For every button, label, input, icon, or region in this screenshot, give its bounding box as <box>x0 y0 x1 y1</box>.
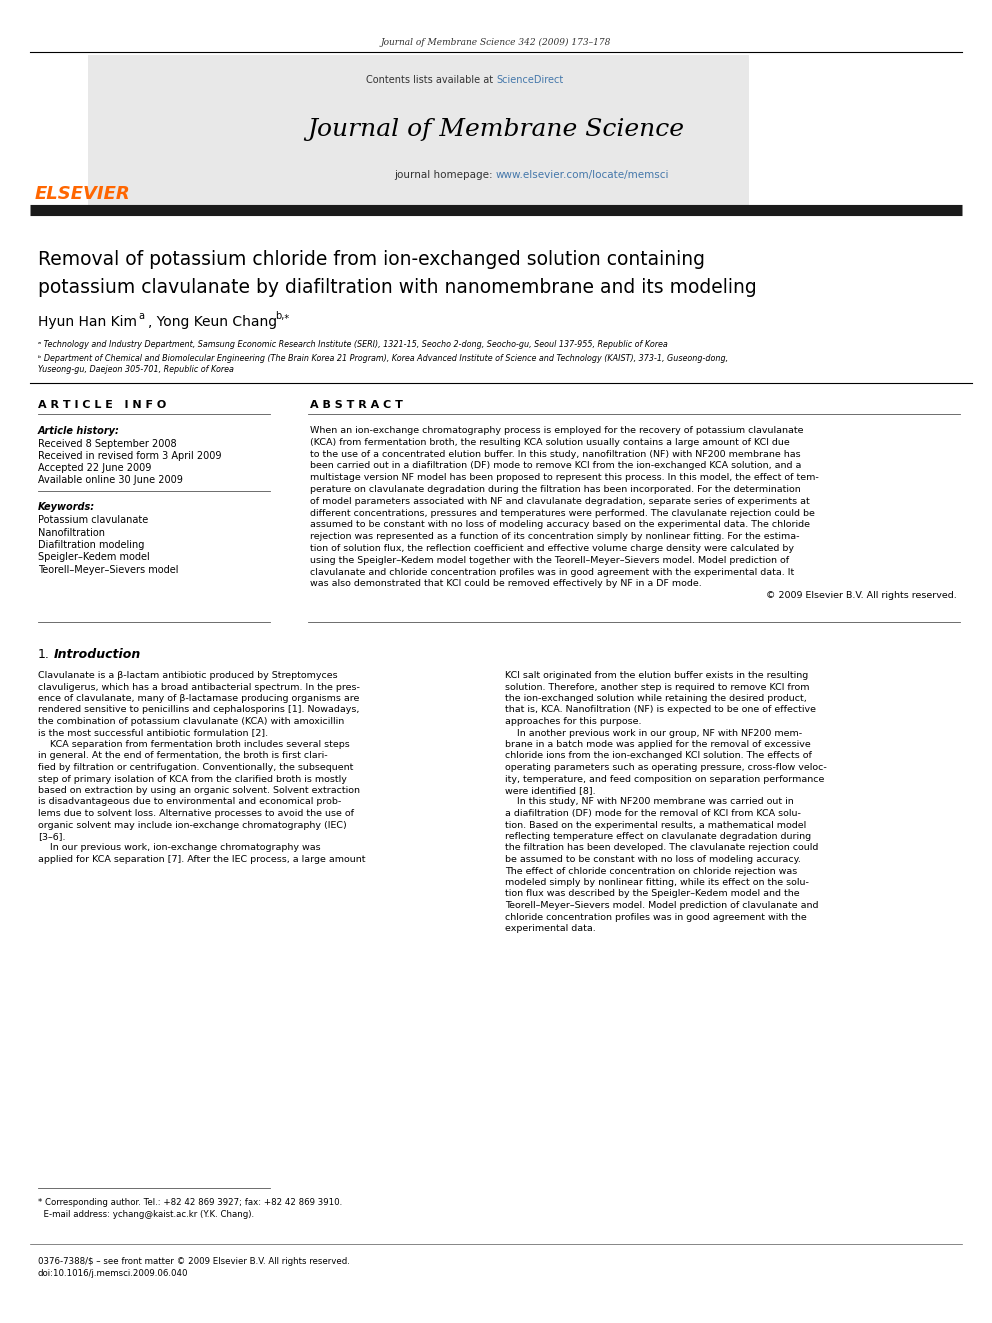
Text: Teorell–Meyer–Sievers model. Model prediction of clavulanate and: Teorell–Meyer–Sievers model. Model predi… <box>505 901 818 910</box>
Text: the combination of potassium clavulanate (KCA) with amoxicillin: the combination of potassium clavulanate… <box>38 717 344 726</box>
Text: the ion-exchanged solution while retaining the desired product,: the ion-exchanged solution while retaini… <box>505 695 806 703</box>
Text: ᵃ Technology and Industry Department, Samsung Economic Research Institute (SERI): ᵃ Technology and Industry Department, Sa… <box>38 340 668 349</box>
Text: © 2009 Elsevier B.V. All rights reserved.: © 2009 Elsevier B.V. All rights reserved… <box>766 591 957 601</box>
Text: ELSEVIER: ELSEVIER <box>35 185 131 202</box>
Text: solution. Therefore, another step is required to remove KCl from: solution. Therefore, another step is req… <box>505 683 809 692</box>
Text: E-mail address: ychang@kaist.ac.kr (Y.K. Chang).: E-mail address: ychang@kaist.ac.kr (Y.K.… <box>38 1211 254 1218</box>
Text: 0376-7388/$ – see front matter © 2009 Elsevier B.V. All rights reserved.: 0376-7388/$ – see front matter © 2009 El… <box>38 1257 350 1266</box>
Text: ity, temperature, and feed composition on separation performance: ity, temperature, and feed composition o… <box>505 774 824 783</box>
Text: In our previous work, ion-exchange chromatography was: In our previous work, ion-exchange chrom… <box>38 844 320 852</box>
Text: Clavulanate is a β-lactam antibiotic produced by Streptomyces: Clavulanate is a β-lactam antibiotic pro… <box>38 671 337 680</box>
Text: When an ion-exchange chromatography process is employed for the recovery of pota: When an ion-exchange chromatography proc… <box>310 426 804 435</box>
Text: Speigler–Kedem model: Speigler–Kedem model <box>38 553 150 562</box>
Text: a: a <box>138 311 144 321</box>
Text: to the use of a concentrated elution buffer. In this study, nanofiltration (NF) : to the use of a concentrated elution buf… <box>310 450 801 459</box>
Text: brane in a batch mode was applied for the removal of excessive: brane in a batch mode was applied for th… <box>505 740 810 749</box>
Text: approaches for this purpose.: approaches for this purpose. <box>505 717 642 726</box>
Text: fied by filtration or centrifugation. Conventionally, the subsequent: fied by filtration or centrifugation. Co… <box>38 763 353 773</box>
Text: assumed to be constant with no loss of modeling accuracy based on the experiment: assumed to be constant with no loss of m… <box>310 520 810 529</box>
Text: Article history:: Article history: <box>38 426 120 437</box>
Text: based on extraction by using an organic solvent. Solvent extraction: based on extraction by using an organic … <box>38 786 360 795</box>
Text: Nanofiltration: Nanofiltration <box>38 528 105 537</box>
Text: been carried out in a diafiltration (DF) mode to remove KCl from the ion-exchang: been carried out in a diafiltration (DF)… <box>310 462 802 471</box>
Text: www.elsevier.com/locate/memsci: www.elsevier.com/locate/memsci <box>496 169 670 180</box>
Text: potassium clavulanate by diafiltration with nanomembrane and its modeling: potassium clavulanate by diafiltration w… <box>38 278 757 296</box>
Text: in general. At the end of fermentation, the broth is first clari-: in general. At the end of fermentation, … <box>38 751 327 761</box>
Text: that is, KCA. Nanofiltration (NF) is expected to be one of effective: that is, KCA. Nanofiltration (NF) is exp… <box>505 705 816 714</box>
Text: applied for KCA separation [7]. After the IEC process, a large amount: applied for KCA separation [7]. After th… <box>38 855 365 864</box>
Text: a diafiltration (DF) mode for the removal of KCl from KCA solu-: a diafiltration (DF) mode for the remova… <box>505 808 801 818</box>
Text: is the most successful antibiotic formulation [2].: is the most successful antibiotic formul… <box>38 729 268 737</box>
Text: Contents lists available at: Contents lists available at <box>366 75 496 85</box>
Text: ence of clavulanate, many of β-lactamase producing organisms are: ence of clavulanate, many of β-lactamase… <box>38 695 359 703</box>
Text: ScienceDirect: ScienceDirect <box>496 75 563 85</box>
Text: Available online 30 June 2009: Available online 30 June 2009 <box>38 475 183 486</box>
Text: In this study, NF with NF200 membrane was carried out in: In this study, NF with NF200 membrane wa… <box>505 798 794 807</box>
Text: Diafiltration modeling: Diafiltration modeling <box>38 540 145 550</box>
Text: lems due to solvent loss. Alternative processes to avoid the use of: lems due to solvent loss. Alternative pr… <box>38 808 354 818</box>
Text: Removal of potassium chloride from ion-exchanged solution containing: Removal of potassium chloride from ion-e… <box>38 250 705 269</box>
Text: Potassium clavulanate: Potassium clavulanate <box>38 515 148 525</box>
Text: rendered sensitive to penicillins and cephalosporins [1]. Nowadays,: rendered sensitive to penicillins and ce… <box>38 705 359 714</box>
Text: be assumed to be constant with no loss of modeling accuracy.: be assumed to be constant with no loss o… <box>505 855 801 864</box>
Text: chloride concentration profiles was in good agreement with the: chloride concentration profiles was in g… <box>505 913 806 922</box>
Text: (KCA) from fermentation broth, the resulting KCA solution usually contains a lar: (KCA) from fermentation broth, the resul… <box>310 438 790 447</box>
Text: b,⁎: b,⁎ <box>275 311 289 321</box>
Text: were identified [8].: were identified [8]. <box>505 786 595 795</box>
Text: KCl salt originated from the elution buffer exists in the resulting: KCl salt originated from the elution buf… <box>505 671 808 680</box>
Text: clavuligerus, which has a broad antibacterial spectrum. In the pres-: clavuligerus, which has a broad antibact… <box>38 683 360 692</box>
Text: [3–6].: [3–6]. <box>38 832 65 841</box>
Text: 1.: 1. <box>38 648 50 662</box>
Text: different concentrations, pressures and temperatures were performed. The clavula: different concentrations, pressures and … <box>310 508 814 517</box>
Text: organic solvent may include ion-exchange chromatography (IEC): organic solvent may include ion-exchange… <box>38 820 347 830</box>
Text: Received in revised form 3 April 2009: Received in revised form 3 April 2009 <box>38 451 221 460</box>
Text: A R T I C L E   I N F O: A R T I C L E I N F O <box>38 400 167 410</box>
Text: Keywords:: Keywords: <box>38 501 95 512</box>
Text: modeled simply by nonlinear fitting, while its effect on the solu-: modeled simply by nonlinear fitting, whi… <box>505 878 808 886</box>
Text: reflecting temperature effect on clavulanate degradation during: reflecting temperature effect on clavula… <box>505 832 811 841</box>
Text: the filtration has been developed. The clavulanate rejection could: the filtration has been developed. The c… <box>505 844 818 852</box>
Text: * Corresponding author. Tel.: +82 42 869 3927; fax: +82 42 869 3910.: * Corresponding author. Tel.: +82 42 869… <box>38 1199 342 1207</box>
Text: Yuseong-gu, Daejeon 305-701, Republic of Korea: Yuseong-gu, Daejeon 305-701, Republic of… <box>38 365 234 374</box>
Text: tion of solution flux, the reflection coefficient and effective volume charge de: tion of solution flux, the reflection co… <box>310 544 794 553</box>
Text: tion. Based on the experimental results, a mathematical model: tion. Based on the experimental results,… <box>505 820 806 830</box>
Text: KCA separation from fermentation broth includes several steps: KCA separation from fermentation broth i… <box>38 740 350 749</box>
Text: experimental data.: experimental data. <box>505 923 596 933</box>
Text: of model parameters associated with NF and clavulanate degradation, separate ser: of model parameters associated with NF a… <box>310 497 809 505</box>
Text: using the Speigler–Kedem model together with the Teorell–Meyer–Sievers model. Mo: using the Speigler–Kedem model together … <box>310 556 789 565</box>
Text: Teorell–Meyer–Sievers model: Teorell–Meyer–Sievers model <box>38 565 179 576</box>
Text: tion flux was described by the Speigler–Kedem model and the: tion flux was described by the Speigler–… <box>505 889 800 898</box>
Text: operating parameters such as operating pressure, cross-flow veloc-: operating parameters such as operating p… <box>505 763 826 773</box>
Text: Hyun Han Kim: Hyun Han Kim <box>38 315 137 329</box>
Text: The effect of chloride concentration on chloride rejection was: The effect of chloride concentration on … <box>505 867 798 876</box>
Text: chloride ions from the ion-exchanged KCl solution. The effects of: chloride ions from the ion-exchanged KCl… <box>505 751 811 761</box>
Text: In another previous work in our group, NF with NF200 mem-: In another previous work in our group, N… <box>505 729 803 737</box>
Text: rejection was represented as a function of its concentration simply by nonlinear: rejection was represented as a function … <box>310 532 800 541</box>
Text: Accepted 22 June 2009: Accepted 22 June 2009 <box>38 463 152 474</box>
Text: ᵇ Department of Chemical and Biomolecular Engineering (The Brain Korea 21 Progra: ᵇ Department of Chemical and Biomolecula… <box>38 355 728 363</box>
Bar <box>88 56 749 205</box>
Text: Introduction: Introduction <box>54 648 141 662</box>
Text: multistage version NF model has been proposed to represent this process. In this: multistage version NF model has been pro… <box>310 474 818 482</box>
Text: was also demonstrated that KCl could be removed effectively by NF in a DF mode.: was also demonstrated that KCl could be … <box>310 579 701 589</box>
Text: journal homepage:: journal homepage: <box>394 169 496 180</box>
Text: Received 8 September 2008: Received 8 September 2008 <box>38 439 177 448</box>
Text: , Yong Keun Chang: , Yong Keun Chang <box>148 315 277 329</box>
Text: perature on clavulanate degradation during the filtration has been incorporated.: perature on clavulanate degradation duri… <box>310 486 801 493</box>
Text: A B S T R A C T: A B S T R A C T <box>310 400 403 410</box>
Text: is disadvantageous due to environmental and economical prob-: is disadvantageous due to environmental … <box>38 798 341 807</box>
Text: step of primary isolation of KCA from the clarified broth is mostly: step of primary isolation of KCA from th… <box>38 774 347 783</box>
Text: clavulanate and chloride concentration profiles was in good agreement with the e: clavulanate and chloride concentration p… <box>310 568 795 577</box>
Text: doi:10.1016/j.memsci.2009.06.040: doi:10.1016/j.memsci.2009.06.040 <box>38 1269 188 1278</box>
Text: Journal of Membrane Science 342 (2009) 173–178: Journal of Membrane Science 342 (2009) 1… <box>381 38 611 48</box>
Text: Journal of Membrane Science: Journal of Membrane Science <box>308 118 684 142</box>
